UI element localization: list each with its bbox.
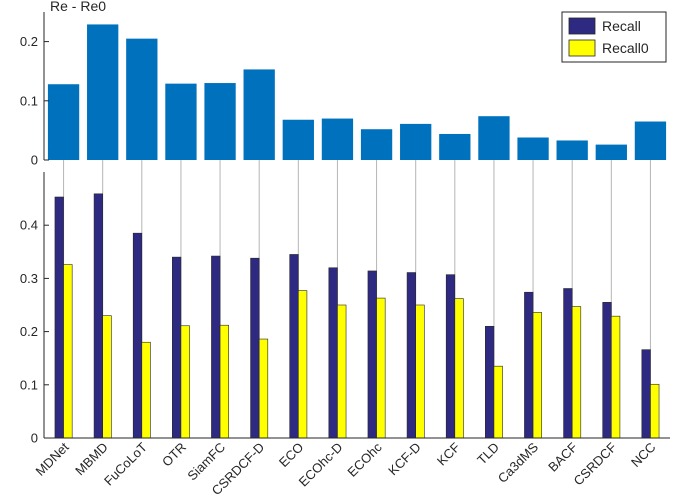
top-bar-mbmd <box>87 24 119 160</box>
top-y-ticks: 0 0.1 0.2 <box>20 34 49 168</box>
bar-recall0-otr <box>180 325 190 439</box>
bottom-y-tick-label: 0.4 <box>20 218 38 233</box>
bar-recall-bacf <box>563 288 573 439</box>
bar-recall0-fucolot <box>141 341 151 439</box>
bar-recall0-ncc <box>650 383 660 439</box>
bar-recall-ecohc <box>367 270 377 439</box>
bottom-bars <box>54 193 660 439</box>
top-bar-fucolot <box>126 38 158 160</box>
bar-recall-kcf-d <box>406 272 416 439</box>
bar-recall0-ca3dms <box>532 312 542 439</box>
bar-recall0-mdnet <box>63 264 73 439</box>
bar-recall-mbmd <box>93 193 103 439</box>
top-y-tick-label: 0 <box>31 153 38 168</box>
bar-recall-siamfc <box>211 255 221 439</box>
legend: Recall Recall0 <box>561 11 667 63</box>
bar-recall0-csrdcf-d <box>258 338 269 439</box>
bar-recall-ecohc-d <box>328 267 338 439</box>
bar-recall0-bacf <box>571 306 582 439</box>
top-bar-ca3dms <box>517 137 549 160</box>
top-bars <box>47 24 667 160</box>
top-bar-ncc <box>634 121 667 160</box>
bar-recall0-ecohc <box>376 297 386 439</box>
bottom-y-tick-label: 0.3 <box>20 271 38 286</box>
bottom-y-tick-label: 0 <box>31 431 38 446</box>
top-bar-kcf <box>439 133 471 160</box>
top-bar-ecohc-d <box>321 118 354 160</box>
bar-recall-csrdcf <box>602 302 612 439</box>
legend-swatch-recall0 <box>568 39 596 57</box>
bar-recall-csrdcf-d <box>250 257 260 439</box>
bottom-y-tick-label: 0.1 <box>20 377 38 392</box>
top-bar-mdnet <box>47 84 80 160</box>
legend-swatch-recall <box>568 17 596 35</box>
bar-recall0-kcf-d <box>415 304 425 439</box>
top-bar-eco <box>282 119 314 160</box>
legend-label-recall: Recall <box>602 18 641 34</box>
top-bar-otr <box>165 83 197 160</box>
top-bar-bacf <box>556 140 588 160</box>
bar-recall0-siamfc <box>219 324 229 439</box>
bar-recall-fucolot <box>132 232 143 439</box>
legend-label-recall0: Recall0 <box>602 40 649 56</box>
bottom-y-ticks: 0 0.1 0.2 0.3 0.4 <box>20 218 49 446</box>
bar-recall-kcf <box>445 274 456 439</box>
top-bar-tld <box>478 116 510 160</box>
bar-recall-eco <box>289 254 299 439</box>
bar-recall-ca3dms <box>524 291 534 439</box>
top-chart-title: Re - Re0 <box>50 0 106 14</box>
bar-recall-mdnet <box>54 196 64 439</box>
bar-recall0-mbmd <box>102 315 112 439</box>
top-bar-siamfc <box>204 83 236 160</box>
bar-recall-tld <box>485 325 495 439</box>
top-bar-kcf-d <box>400 123 432 160</box>
top-y-tick-label: 0.2 <box>20 34 38 49</box>
bar-recall0-ecohc-d <box>337 304 347 439</box>
bottom-y-tick-label: 0.2 <box>20 324 38 339</box>
top-y-tick-label: 0.1 <box>20 93 38 108</box>
bar-recall0-kcf <box>454 298 464 439</box>
top-bar-ecohc <box>360 129 393 160</box>
bar-recall-otr <box>172 256 182 439</box>
top-bar-csrdcf <box>595 144 627 160</box>
bar-recall-ncc <box>641 349 651 439</box>
top-bar-csrdcf-d <box>243 69 275 160</box>
bar-recall0-tld <box>493 365 503 439</box>
bar-recall0-eco <box>298 290 308 439</box>
bar-recall0-csrdcf <box>611 315 621 439</box>
